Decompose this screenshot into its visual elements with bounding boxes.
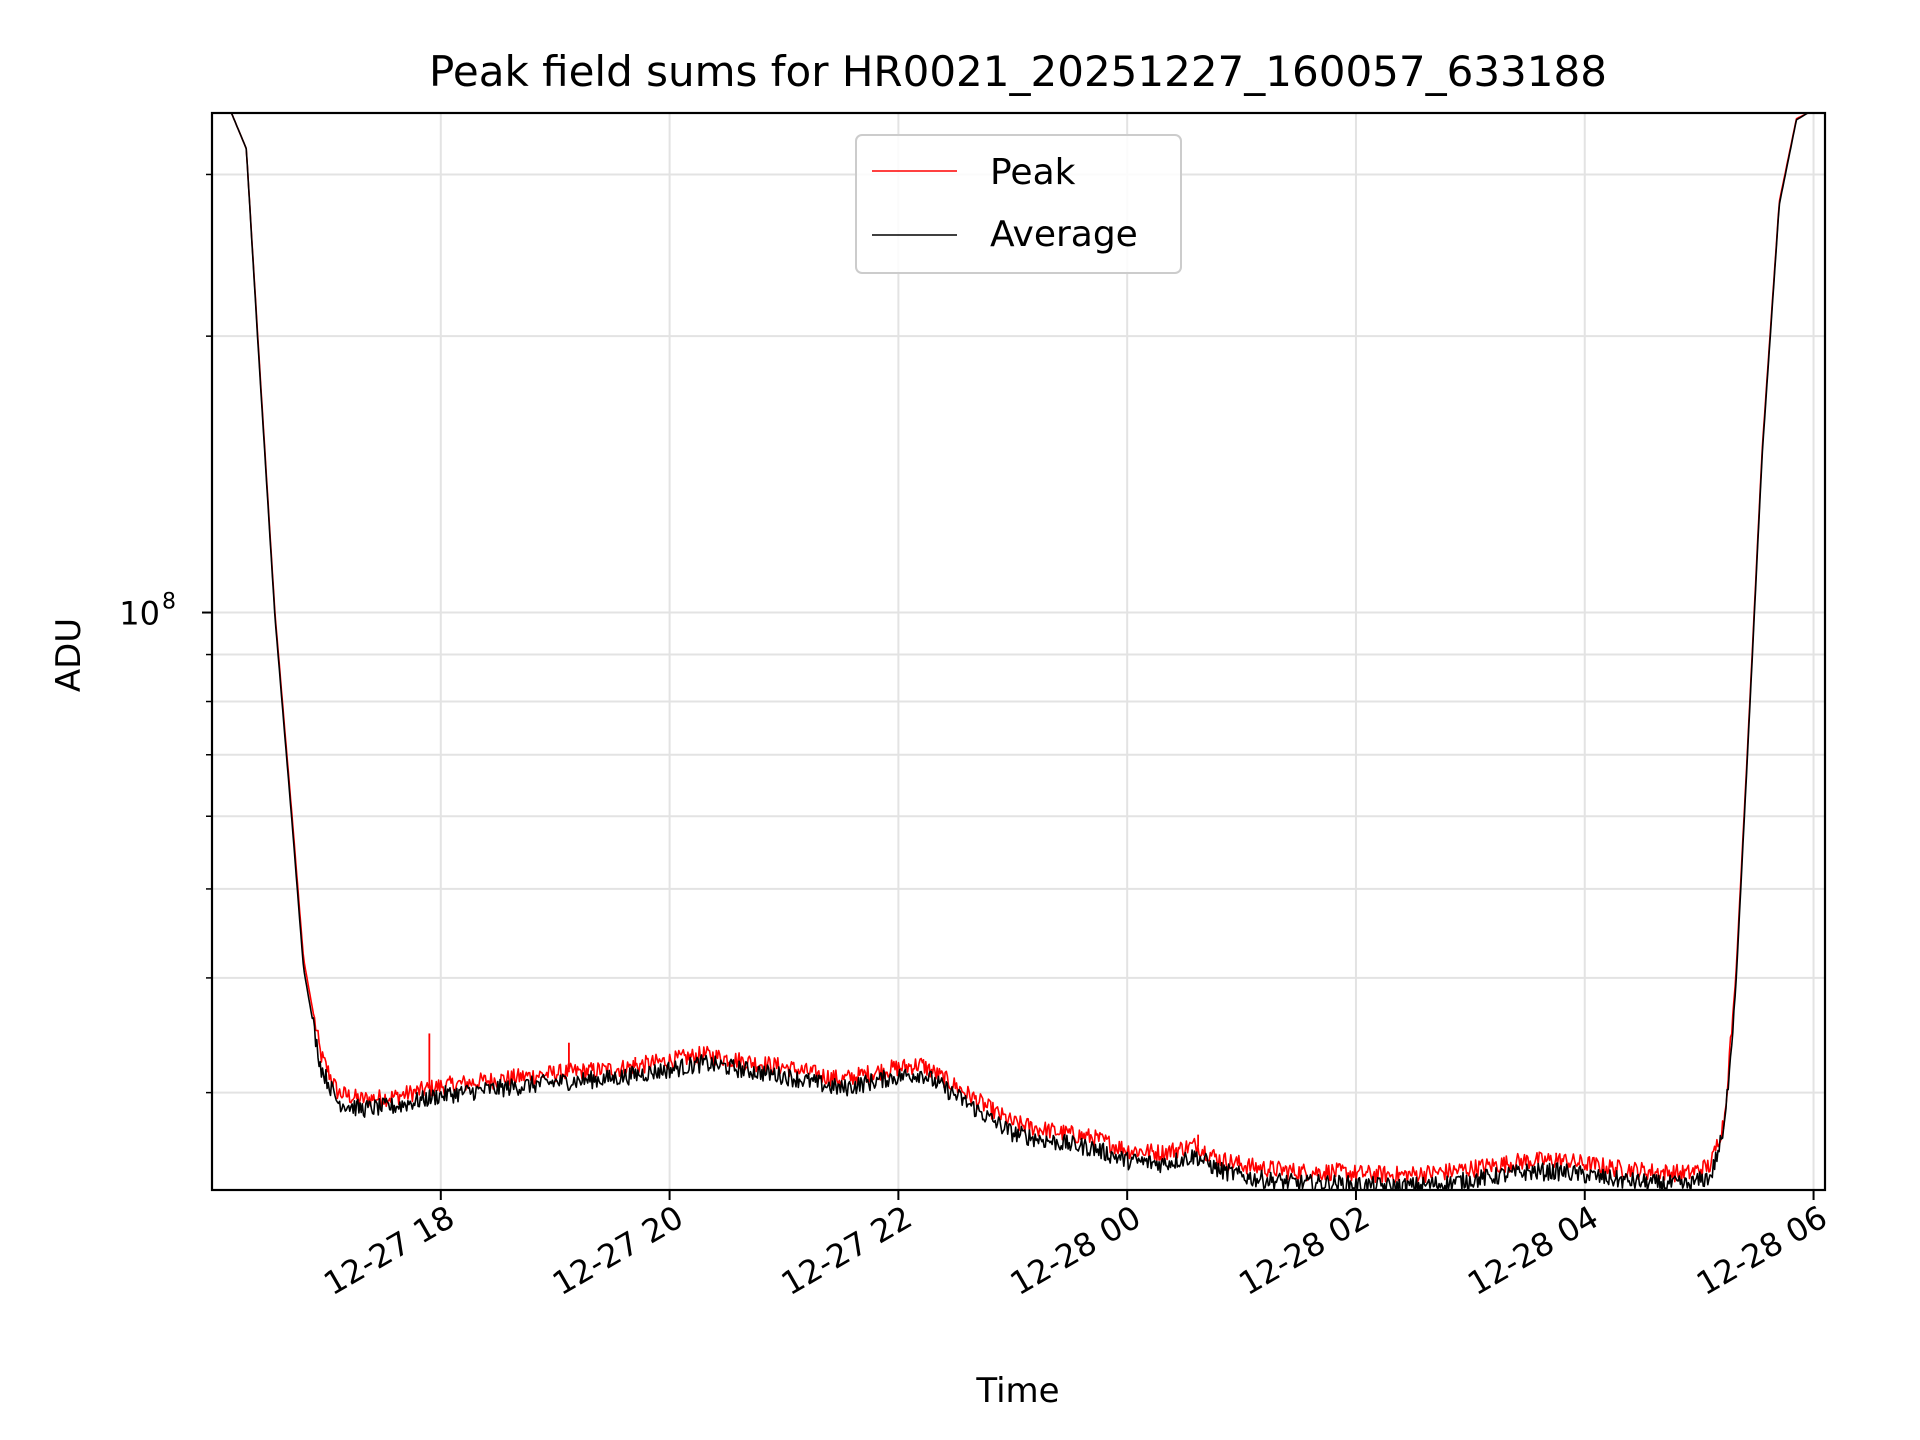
legend-label-average: Average [990,214,1138,255]
chart-title: Peak field sums for HR0021_20251227_1600… [429,47,1607,96]
y-axis-ticks: 10 8 [119,173,212,1094]
legend-label-peak: Peak [990,152,1076,193]
x-axis-label: Time [975,1371,1059,1411]
series-group [230,113,1825,1190]
legend: Peak Average [855,134,1182,274]
y-axis-label: ADU [49,618,89,692]
plot-frame [210,111,1827,1192]
legend-box [855,134,1182,274]
y-tick-label: 10 [119,595,160,633]
series-line-average [230,113,1825,1190]
y-tick-exponent: 8 [162,590,176,615]
grid [212,113,1825,1190]
